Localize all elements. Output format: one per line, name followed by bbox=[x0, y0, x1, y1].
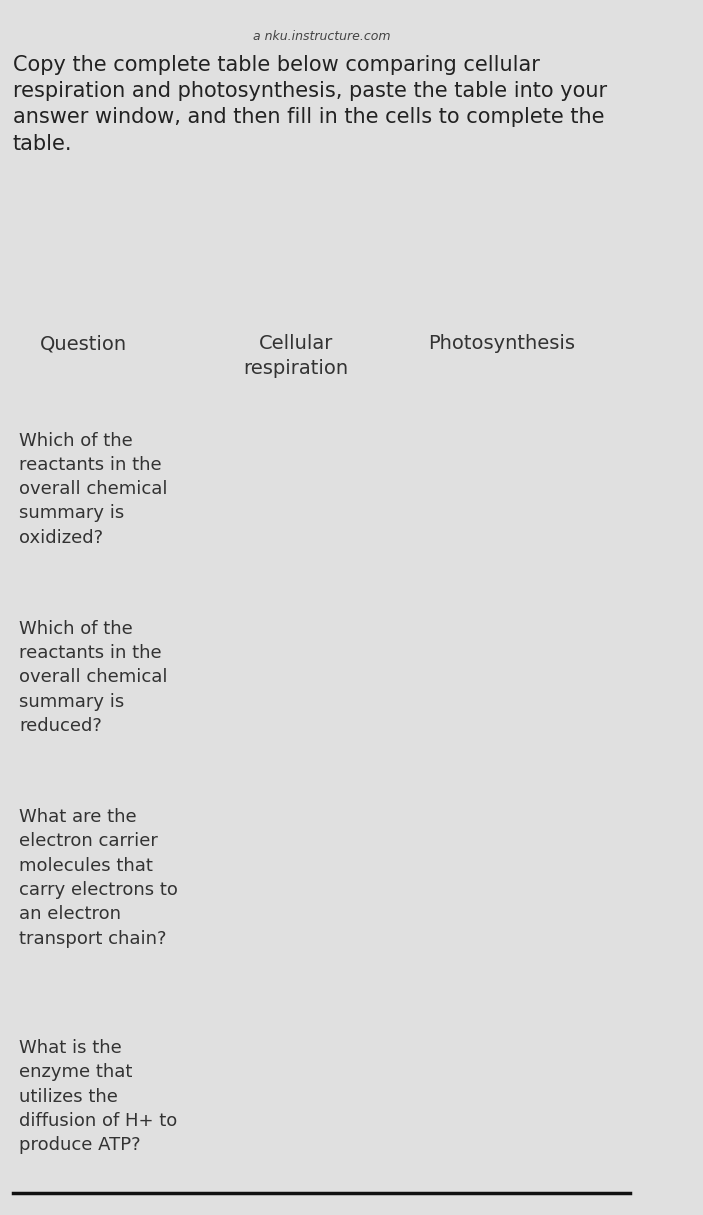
Text: Question: Question bbox=[40, 334, 127, 354]
Text: Cellular
respiration: Cellular respiration bbox=[243, 334, 348, 378]
Text: What are the
electron carrier
molecules that
carry electrons to
an electron
tran: What are the electron carrier molecules … bbox=[19, 808, 178, 948]
Text: Which of the
reactants in the
overall chemical
summary is
oxidized?: Which of the reactants in the overall ch… bbox=[19, 431, 168, 547]
Text: Copy the complete table below comparing cellular
respiration and photosynthesis,: Copy the complete table below comparing … bbox=[13, 55, 607, 154]
Text: a nku.instructure.com: a nku.instructure.com bbox=[252, 30, 390, 44]
Text: Photosynthesis: Photosynthesis bbox=[428, 334, 575, 354]
Text: What is the
enzyme that
utilizes the
diffusion of H+ to
produce ATP?: What is the enzyme that utilizes the dif… bbox=[19, 1039, 178, 1154]
Text: Which of the
reactants in the
overall chemical
summary is
reduced?: Which of the reactants in the overall ch… bbox=[19, 620, 168, 735]
